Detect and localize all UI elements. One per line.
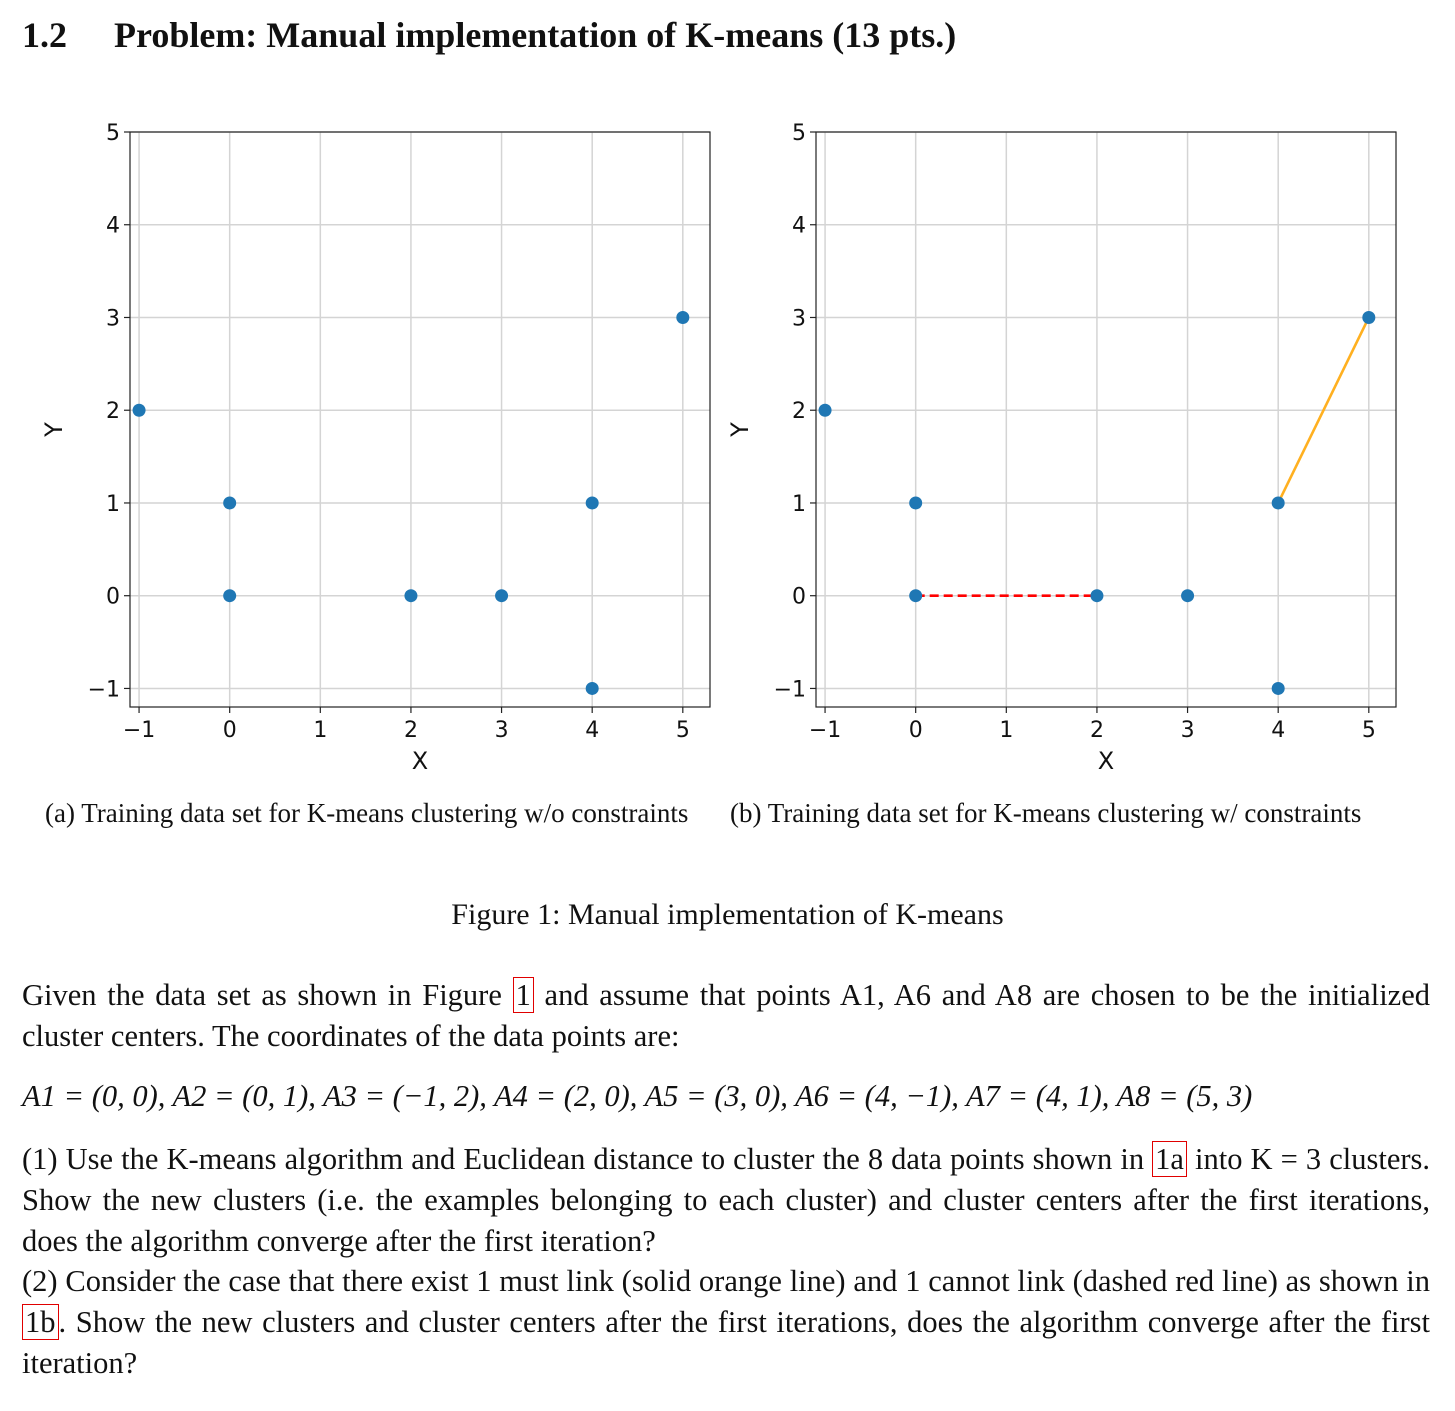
subcaption-a: (a) Training data set for K-means cluste… bbox=[45, 798, 689, 828]
chart-b-y-axis-label: Y bbox=[726, 422, 754, 438]
chart-b-data-point-0 bbox=[909, 589, 923, 603]
chart-b-ytick-label-1: 0 bbox=[792, 585, 806, 610]
chart-b-data-point-1 bbox=[909, 496, 923, 510]
chart-a-ytick-label-0: −1 bbox=[88, 677, 120, 702]
chart-b-xtick-label-2: 1 bbox=[999, 718, 1013, 743]
chart-b-data-point-2 bbox=[818, 403, 832, 417]
chart-b-xtick-label-5: 4 bbox=[1271, 718, 1285, 743]
chart-a-xtick-label-0: −1 bbox=[123, 718, 155, 743]
chart-a-xtick-label-3: 2 bbox=[404, 718, 418, 743]
chart-b-data-point-4 bbox=[1181, 589, 1195, 603]
chart-a-svg: −1 0 1 2 3 4 5 −1 0 1 2 3 4 5 X Y bbox=[40, 121, 711, 775]
chart-b-plot-frame bbox=[815, 131, 1397, 708]
chart-a-data-point-6 bbox=[585, 496, 599, 510]
chart-a-data-point-0 bbox=[223, 589, 237, 603]
chart-b-x-axis-label: X bbox=[1098, 747, 1114, 775]
section-heading: 1.2 Problem: Manual implementation of K-m… bbox=[22, 14, 956, 56]
chart-b-svg: −1 0 1 2 3 4 5 −1 0 1 2 3 4 5 X Y bbox=[726, 121, 1397, 775]
chart-a-xtick-label-6: 5 bbox=[676, 718, 690, 743]
chart-a-xtick-label-2: 1 bbox=[313, 718, 327, 743]
chart-a-xtick-label-4: 3 bbox=[495, 718, 509, 743]
chart-b-data-point-7 bbox=[1362, 310, 1376, 324]
chart-a-y-axis-label: Y bbox=[40, 422, 68, 438]
figure-ref-link[interactable]: 1 bbox=[512, 977, 534, 1013]
chart-a: −1 0 1 2 3 4 5 −1 0 1 2 3 4 5 X Y bbox=[40, 112, 720, 777]
chart-a-ytick-label-6: 5 bbox=[106, 121, 120, 146]
chart-a-xtick-label-5: 4 bbox=[585, 718, 599, 743]
section-number: 1.2 bbox=[22, 15, 67, 55]
paragraph-question-2: (2) Consider the case that there exist 1… bbox=[22, 1261, 1430, 1384]
subcaption-b: (b) Training data set for K-means cluste… bbox=[730, 798, 1362, 828]
question-2-text-1: (2) Consider the case that there exist 1… bbox=[22, 1264, 1430, 1298]
figure-caption: Figure 1: Manual implementation of K-mea… bbox=[451, 898, 1004, 931]
chart-b-xtick-label-3: 2 bbox=[1090, 718, 1104, 743]
chart-a-ytick-label-3: 2 bbox=[106, 399, 120, 424]
chart-a-data-point-7 bbox=[676, 310, 690, 324]
paragraph-intro: Given the data set as shown in Figure 1 … bbox=[22, 975, 1430, 1057]
chart-a-plot-frame bbox=[129, 131, 711, 708]
chart-b: −1 0 1 2 3 4 5 −1 0 1 2 3 4 5 X Y bbox=[726, 112, 1406, 777]
chart-a-ytick-label-1: 0 bbox=[106, 585, 120, 610]
chart-b-xtick-label-4: 3 bbox=[1181, 718, 1195, 743]
question-2-text-2: . Show the new clusters and cluster cent… bbox=[22, 1305, 1430, 1380]
chart-b-ytick-label-0: −1 bbox=[774, 677, 806, 702]
chart-a-data-point-1 bbox=[223, 496, 237, 510]
chart-a-data-point-3 bbox=[404, 589, 418, 603]
chart-a-ytick-label-2: 1 bbox=[106, 492, 120, 517]
chart-b-xtick-label-1: 0 bbox=[909, 718, 923, 743]
chart-b-ytick-label-3: 2 bbox=[792, 399, 806, 424]
chart-b-ytick-label-2: 1 bbox=[792, 492, 806, 517]
paragraph-coordinates: A1 = (0, 0), A2 = (0, 1), A3 = (−1, 2), … bbox=[22, 1079, 1253, 1113]
chart-a-data-point-2 bbox=[132, 403, 146, 417]
intro-text-2: and assume that points A1, A6 and A8 are… bbox=[22, 978, 1430, 1053]
intro-text-1: Given the data set as shown in Figure bbox=[22, 978, 513, 1012]
chart-a-ytick-label-5: 4 bbox=[106, 214, 120, 239]
question-1-text-1: (1) Use the K-means algorithm and Euclid… bbox=[22, 1142, 1153, 1176]
chart-b-xtick-label-6: 5 bbox=[1362, 718, 1376, 743]
section-title: Problem: Manual implementation of K-mean… bbox=[114, 15, 957, 55]
chart-b-data-point-6 bbox=[1271, 496, 1285, 510]
chart-a-data-point-4 bbox=[495, 589, 509, 603]
question-1-text-2: into K = 3 clusters. Show the new cluste… bbox=[22, 1142, 1431, 1258]
subfigure-ref-1b-link[interactable]: 1b bbox=[22, 1304, 59, 1340]
chart-a-ytick-label-4: 3 bbox=[106, 306, 120, 331]
chart-a-data-point-5 bbox=[585, 681, 599, 695]
chart-b-must-link-line-1 bbox=[1277, 316, 1370, 504]
subfigure-ref-1a-link[interactable]: 1a bbox=[1152, 1141, 1187, 1177]
paragraph-question-1: (1) Use the K-means algorithm and Euclid… bbox=[22, 1139, 1430, 1262]
chart-a-xtick-label-1: 0 bbox=[223, 718, 237, 743]
chart-a-x-axis-label: X bbox=[412, 747, 428, 775]
chart-b-ytick-label-4: 3 bbox=[792, 306, 806, 331]
chart-b-ytick-label-6: 5 bbox=[792, 121, 806, 146]
chart-b-data-point-3 bbox=[1090, 589, 1104, 603]
chart-b-xtick-label-0: −1 bbox=[809, 718, 841, 743]
chart-b-data-point-5 bbox=[1271, 681, 1285, 695]
chart-b-ytick-label-5: 4 bbox=[792, 214, 806, 239]
